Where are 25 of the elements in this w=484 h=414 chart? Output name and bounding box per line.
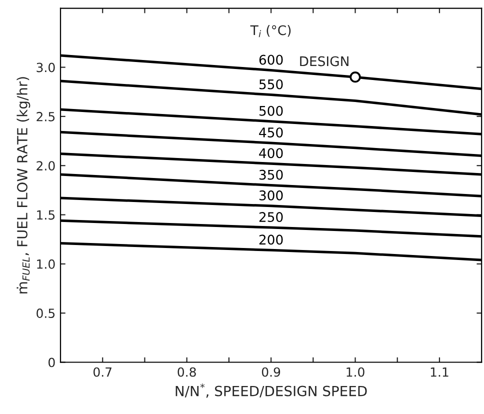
series-label: 600 <box>259 54 283 65</box>
y-tick-label: 0 <box>48 358 55 368</box>
x-axis-title: N/N$^{*}$, SPEED/DESIGN SPEED <box>176 384 367 398</box>
x-tick-label: 0.9 <box>262 367 280 377</box>
series-label: 400 <box>259 148 283 158</box>
series-label: 500 <box>259 106 283 116</box>
legend-title: T$_{i}$ (°C) <box>250 25 291 38</box>
y-axis-title: ṁ$_{FUEL}$, FUEL FLOW RATE (kg/hr) <box>16 77 30 294</box>
series-label: 350 <box>259 170 283 180</box>
y-tick-label: 3.0 <box>36 62 55 72</box>
series-label: 450 <box>259 128 283 138</box>
x-tick-label: 0.7 <box>93 367 112 377</box>
y-tick-label: 2.0 <box>36 161 55 171</box>
series-label: 250 <box>259 212 283 222</box>
x-tick-label: 1.0 <box>346 367 364 377</box>
series-label: 550 <box>259 79 283 90</box>
x-tick-label: 1.1 <box>430 367 448 377</box>
y-tick-label: 2.5 <box>36 112 55 122</box>
series-label: 300 <box>259 190 283 200</box>
y-tick-label: 0.5 <box>36 308 55 318</box>
series-label: 200 <box>259 234 283 245</box>
y-tick-label: 1.5 <box>37 210 55 220</box>
y-tick-label: 1.0 <box>37 259 55 269</box>
annotation: DESIGN <box>300 56 348 66</box>
x-tick-label: 0.8 <box>178 367 196 377</box>
